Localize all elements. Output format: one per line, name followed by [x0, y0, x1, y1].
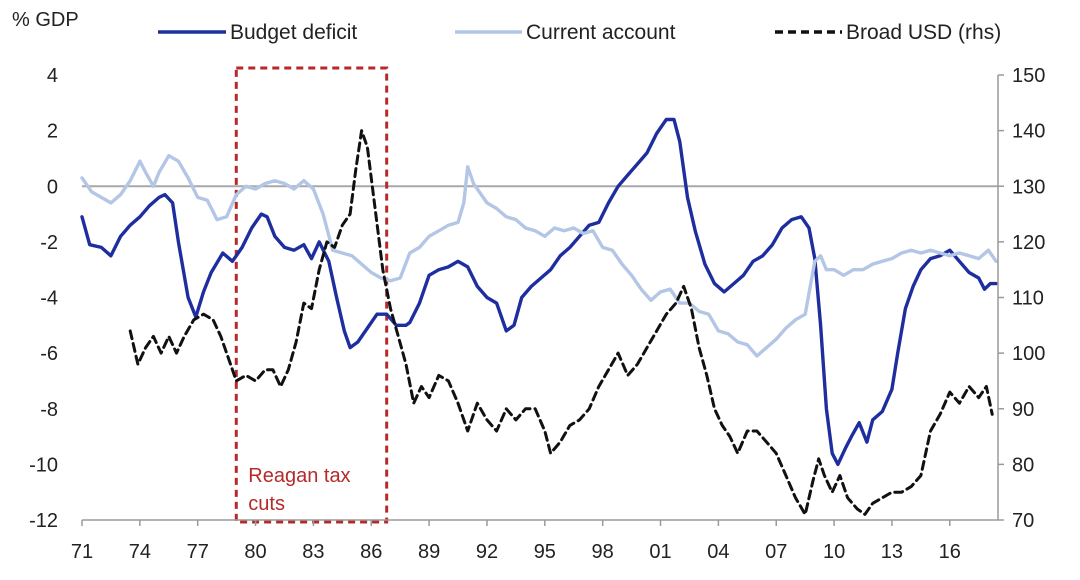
y-left-tick-label: 4: [47, 65, 58, 87]
y-left-tick-label: -8: [40, 399, 58, 421]
x-tick-label: 74: [129, 541, 151, 563]
y-right-tick-label: 140: [1012, 121, 1045, 143]
x-tick-label: 16: [939, 541, 961, 563]
y-right-tick-label: 150: [1012, 65, 1045, 87]
x-tick-label: 71: [71, 541, 93, 563]
y-right-tick-label: 70: [1012, 510, 1034, 532]
x-tick-label: 04: [707, 541, 729, 563]
y-axis-label: % GDP: [12, 9, 79, 31]
axis-layer: 4 2 0 -2 -4 -6 -8 -10 -12 150 140 130 120 110 100 90 80 7…: [29, 65, 1045, 563]
y-right-tick-label: 100: [1012, 343, 1045, 365]
y-left-tick-label: -12: [29, 510, 58, 532]
x-tick-label: 89: [418, 541, 440, 563]
y-right-tick-label: 130: [1012, 176, 1045, 198]
x-tick-label: 98: [592, 541, 614, 563]
x-tick-label: 83: [302, 541, 324, 563]
x-tick-label: 86: [360, 541, 382, 563]
legend-label-current-account: Current account: [526, 21, 676, 44]
y-right-tick-label: 110: [1012, 288, 1044, 310]
y-left-tick-label: 2: [47, 121, 58, 143]
series-line-current-account: [80, 154, 998, 358]
y-left-tick-label: -10: [29, 454, 58, 476]
annotation-text: Reagan tax: [248, 465, 350, 487]
annotation-text: cuts: [248, 493, 285, 515]
x-tick-label: 13: [881, 541, 903, 563]
x-tick-label: 01: [649, 541, 671, 563]
legend-label-broad-usd-rhs: Broad USD (rhs): [846, 21, 1001, 44]
x-tick-label: 80: [244, 541, 266, 563]
x-tick-label: 07: [765, 541, 787, 563]
y-right-tick-label: 80: [1012, 454, 1034, 476]
y-left-tick-label: -2: [40, 232, 58, 254]
x-tick-label: 92: [476, 541, 498, 563]
y-right-tick-label: 120: [1012, 232, 1045, 254]
y-left-tick-label: -4: [40, 288, 58, 310]
series-layer: [80, 117, 998, 516]
x-tick-label: 77: [187, 541, 209, 563]
series-line-budget-deficit: [80, 117, 998, 467]
legend-label-budget-deficit: Budget deficit: [230, 21, 357, 44]
y-right-tick-label: 90: [1012, 399, 1034, 421]
x-tick-label: 95: [534, 541, 556, 563]
series-line-broad-usd-rhs: [128, 129, 994, 516]
y-left-tick-label: -6: [40, 343, 58, 365]
legend: Budget deficit Current account Broad USD (…: [158, 21, 1001, 44]
x-tick-label: 10: [823, 541, 845, 563]
y-left-tick-label: 0: [47, 176, 58, 198]
